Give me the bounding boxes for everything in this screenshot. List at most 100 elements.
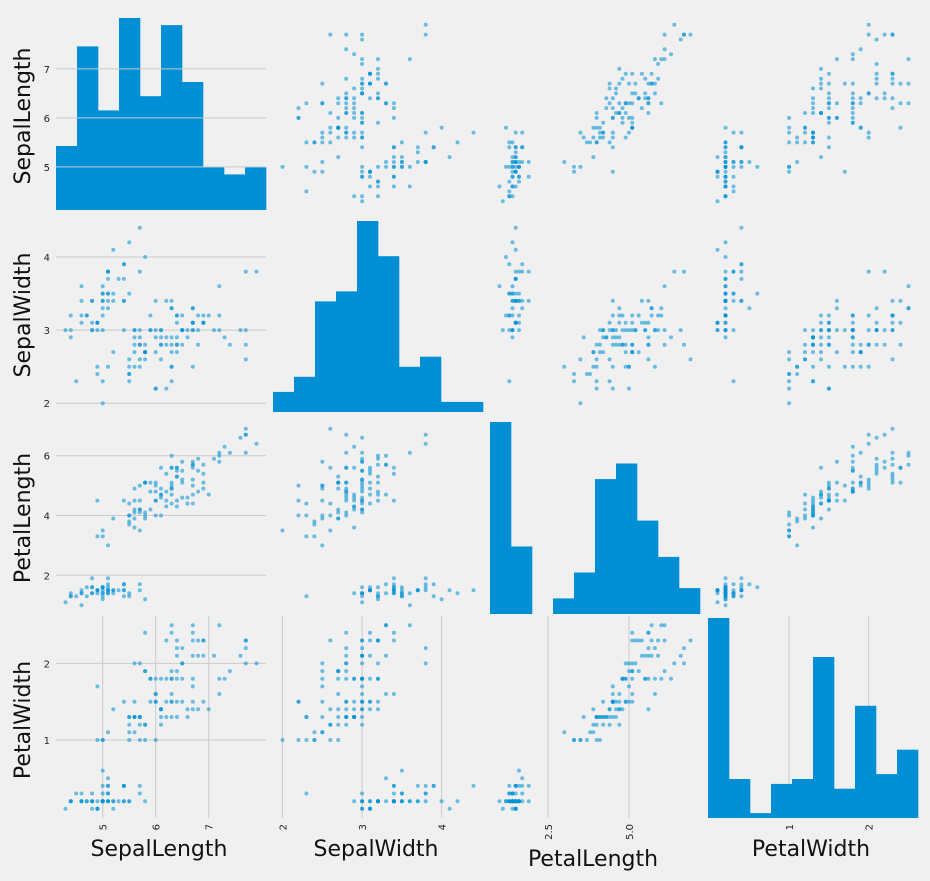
scatter-point: [344, 450, 349, 455]
scatter-point: [882, 342, 887, 347]
scatter-point: [715, 247, 720, 252]
scatter-point: [352, 135, 357, 140]
scatter-point: [811, 495, 815, 500]
scatter-point: [526, 799, 531, 804]
scatter-point: [520, 269, 525, 274]
scatter-point: [320, 81, 325, 86]
scatter-point: [787, 386, 792, 391]
scatter-point: [106, 269, 110, 274]
scatter-point: [360, 130, 365, 135]
scatter-point: [201, 486, 206, 491]
scatter-point: [652, 91, 657, 96]
scatter-point: [636, 638, 641, 643]
scatter-point: [795, 543, 800, 548]
scatter-point: [850, 489, 855, 494]
scatter-point: [513, 799, 518, 804]
scatter-point: [850, 81, 855, 86]
scatter-point: [630, 350, 635, 355]
scatter-point: [890, 471, 895, 476]
scatter-point: [504, 255, 508, 259]
scatter-point: [594, 386, 599, 391]
scatter-point: [630, 699, 635, 704]
scatter-point: [368, 799, 372, 804]
scatter-point: [360, 715, 365, 719]
scatter-point: [811, 135, 815, 140]
scatter-point: [652, 692, 657, 696]
scatter-point: [423, 799, 428, 804]
scatter-point: [399, 768, 404, 773]
scatter-point: [787, 534, 792, 539]
scatter-point: [731, 379, 736, 384]
scatter-point: [787, 379, 792, 384]
scatter-point: [376, 453, 380, 458]
scatter-point: [617, 306, 622, 311]
scatter-point: [507, 262, 512, 267]
scatter-point: [874, 76, 879, 81]
scatter-point: [415, 799, 420, 804]
scatter-point: [510, 328, 515, 333]
scatter-point: [723, 164, 728, 169]
scatter-point: [391, 471, 396, 476]
scatter-point: [304, 715, 309, 719]
scatter-point: [352, 504, 357, 509]
scatter-point: [153, 498, 158, 503]
scatter-point: [731, 174, 736, 179]
scatter-point: [811, 101, 815, 106]
scatter-point: [811, 140, 815, 145]
scatter-point: [439, 125, 444, 130]
scatter-point: [678, 37, 683, 42]
scatter-point: [504, 313, 508, 318]
scatter-point: [906, 450, 911, 455]
scatter-point: [127, 522, 132, 527]
scatter-point: [153, 483, 158, 488]
cell-sepallength-vs-petalwidth: [715, 22, 911, 204]
scatter-point: [678, 653, 683, 658]
xlabel-sepalwidth: SepalWidth: [314, 837, 439, 862]
scatter-point: [850, 57, 855, 62]
scatter-point: [601, 335, 606, 340]
scatter-point: [368, 71, 372, 76]
scatter-point: [254, 269, 259, 274]
hist-bar: [357, 221, 379, 412]
scatter-point: [850, 444, 855, 449]
scatter-point: [630, 676, 635, 681]
scatter-point: [517, 269, 521, 274]
scatter-point: [111, 516, 116, 521]
scatter-point: [196, 707, 201, 712]
scatter-point: [352, 52, 357, 57]
scatter-point: [217, 459, 222, 464]
scatter-point: [360, 169, 365, 174]
scatter-point: [630, 71, 635, 76]
scatter-point: [513, 164, 518, 169]
scatter-point: [500, 199, 505, 204]
scatter-point: [137, 269, 142, 274]
scatter-point: [391, 576, 396, 581]
scatter-point: [90, 576, 95, 581]
scatter-point: [384, 160, 388, 164]
scatter-point: [111, 247, 116, 252]
scatter-point: [415, 150, 420, 155]
scatter-point: [850, 364, 855, 369]
scatter-point: [174, 676, 179, 681]
scatter-point: [344, 489, 349, 494]
scatter-point: [588, 730, 593, 735]
scatter-point: [890, 76, 895, 81]
scatter-point: [811, 86, 815, 91]
scatter-point: [174, 715, 179, 719]
scatter-point: [132, 661, 137, 666]
scatter-point: [368, 630, 372, 635]
scatter-point: [121, 582, 126, 587]
scatter-point: [121, 594, 126, 599]
scatter-point: [890, 357, 895, 362]
scatter-point: [132, 342, 137, 347]
scatter-point: [617, 66, 622, 71]
scatter-point: [747, 160, 752, 164]
scatter-point: [643, 96, 648, 101]
scatter-point: [360, 638, 365, 643]
scatter-point: [132, 335, 137, 340]
scatter-point: [646, 630, 651, 635]
scatter-point: [169, 364, 174, 369]
hist-bar: [119, 18, 141, 210]
scatter-point: [662, 32, 667, 37]
scatter-point: [858, 101, 863, 106]
